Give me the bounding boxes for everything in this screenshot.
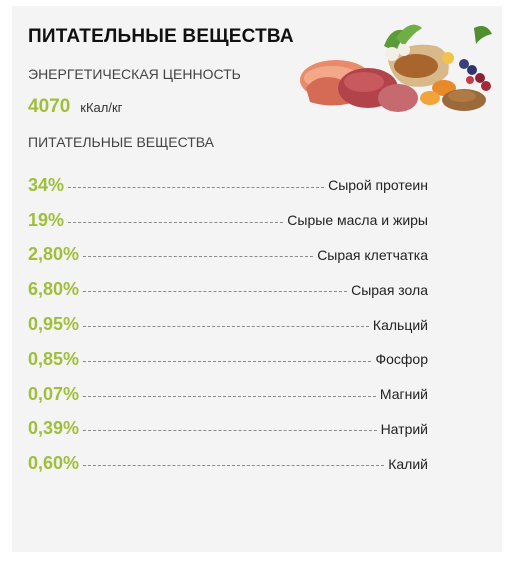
dotted-leader <box>83 395 376 397</box>
nutrient-name: Кальций <box>372 316 428 333</box>
page-title: ПИТАТЕЛЬНЫЕ ВЕЩЕСТВА <box>28 26 294 47</box>
nutrient-percent: 0,07% <box>28 383 80 404</box>
dotted-leader <box>83 430 377 432</box>
dotted-leader <box>68 186 325 188</box>
dotted-leader <box>83 291 348 293</box>
nutrient-row-protein: 34% Сырой протеин <box>28 168 428 203</box>
nutrient-name: Сырой протеин <box>328 177 428 194</box>
food-ingredients-image <box>300 24 492 112</box>
nutrient-row-sodium: 0,39% Натрий <box>28 412 428 447</box>
nutrient-name: Сырая зола <box>351 281 428 298</box>
nutrient-percent: 6,80% <box>28 279 80 300</box>
dotted-leader <box>83 465 385 467</box>
nutrient-name: Натрий <box>380 420 428 437</box>
dotted-leader <box>83 360 372 362</box>
nutrient-name: Сырая клетчатка <box>317 246 428 263</box>
nutrients-section-label: ПИТАТЕЛЬНЫЕ ВЕЩЕСТВА <box>28 134 214 150</box>
nutrient-row-ash: 6,80% Сырая зола <box>28 272 428 307</box>
nutrient-name: Калий <box>388 455 428 472</box>
nutrient-row-fat: 19% Сырые масла и жиры <box>28 203 428 238</box>
nutrient-row-phosphorus: 0,85% Фосфор <box>28 342 428 377</box>
nutrient-row-calcium: 0,95% Кальций <box>28 307 428 342</box>
energy-unit: кКал/кг <box>80 100 123 115</box>
nutrient-percent: 0,60% <box>28 453 80 474</box>
energy-label: ЭНЕРГЕТИЧЕСКАЯ ЦЕННОСТЬ <box>28 66 241 82</box>
nutrient-row-magnesium: 0,07% Магний <box>28 377 428 412</box>
nutrient-percent: 0,95% <box>28 314 80 335</box>
nutrient-name: Магний <box>379 386 428 403</box>
nutrient-percent: 0,39% <box>28 418 80 439</box>
energy-value-row: 4070 кКал/кг <box>28 96 122 118</box>
nutrient-name: Фосфор <box>375 351 428 368</box>
nutrient-name: Сырые масла и жиры <box>287 212 428 229</box>
dotted-leader <box>83 326 369 328</box>
dotted-leader <box>83 256 314 258</box>
nutrient-percent: 19% <box>28 209 65 230</box>
nutrient-row-potassium: 0,60% Калий <box>28 446 428 481</box>
nutrients-list: 34% Сырой протеин 19% Сырые масла и жиры… <box>28 168 428 481</box>
energy-value: 4070 <box>28 96 71 117</box>
nutrient-row-fiber: 2,80% Сырая клетчатка <box>28 238 428 273</box>
dotted-leader <box>68 221 284 223</box>
nutrient-percent: 0,85% <box>28 348 80 369</box>
nutrient-percent: 2,80% <box>28 244 80 265</box>
nutrient-percent: 34% <box>28 174 65 195</box>
